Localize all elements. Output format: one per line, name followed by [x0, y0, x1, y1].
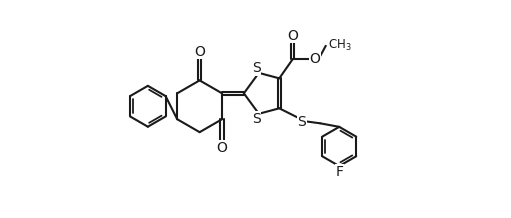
Text: O: O — [287, 29, 298, 43]
Text: S: S — [252, 61, 261, 75]
Text: CH$_3$: CH$_3$ — [328, 38, 352, 53]
Text: O: O — [310, 51, 320, 66]
Text: S: S — [297, 115, 306, 129]
Text: O: O — [194, 45, 205, 59]
Text: O: O — [217, 141, 227, 155]
Text: F: F — [335, 165, 343, 179]
Text: S: S — [252, 112, 261, 126]
